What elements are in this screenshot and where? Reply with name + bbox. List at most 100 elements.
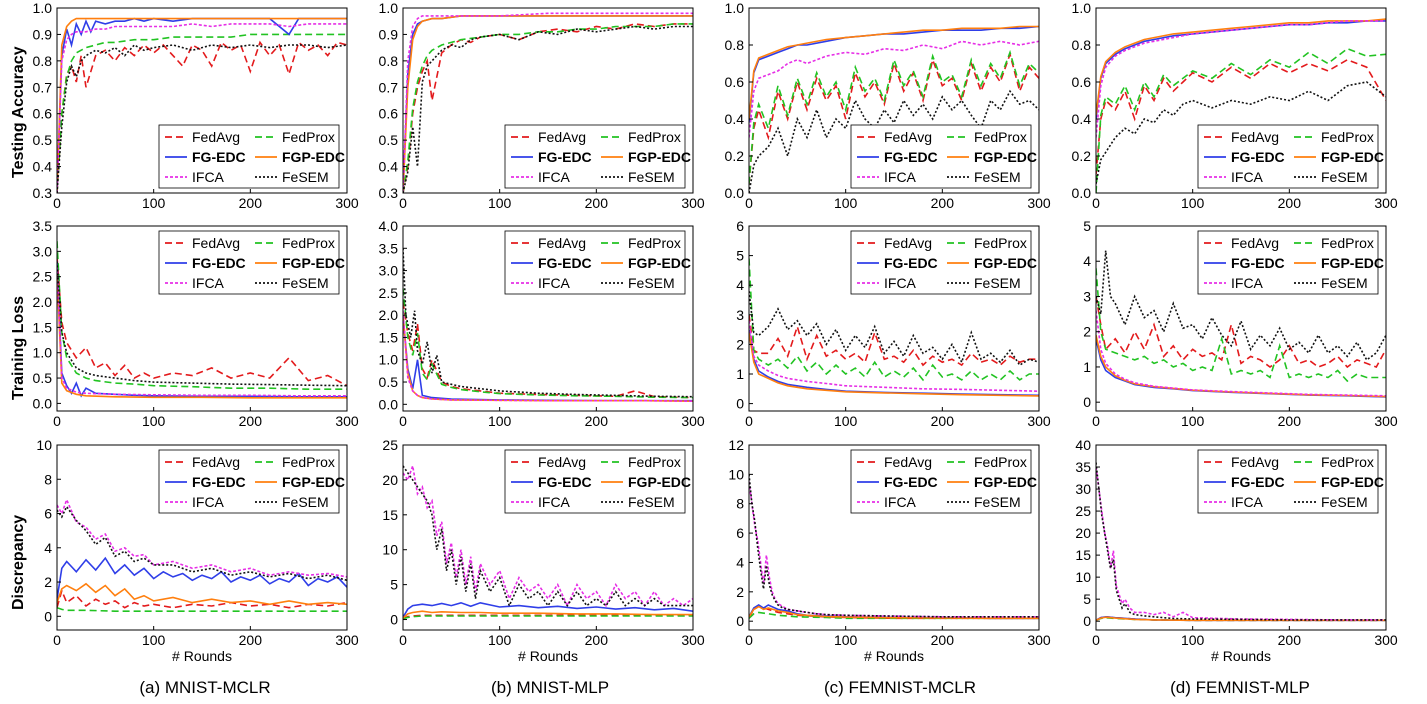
legend-item-fedavg: FedAvg bbox=[538, 129, 586, 145]
y-tick-label: 0.2 bbox=[1072, 148, 1092, 164]
series-fesem-line bbox=[749, 474, 1039, 618]
legend-item-fedprox: FedProx bbox=[974, 235, 1027, 251]
y-tick-label: 0.3 bbox=[33, 185, 53, 201]
plot-frame bbox=[748, 444, 1040, 631]
legend-item-ifca: IFCA bbox=[538, 494, 571, 510]
y-tick-label: 0.5 bbox=[33, 132, 53, 148]
x-tick-label: 100 bbox=[1181, 632, 1205, 648]
series-fg-edc-line bbox=[749, 25, 1039, 123]
legend-item-fesem: FeSEM bbox=[1321, 169, 1368, 185]
legend-item-fedavg: FedAvg bbox=[1231, 129, 1279, 145]
y-tick-label: 0 bbox=[1083, 394, 1091, 410]
series-fedprox-line bbox=[749, 258, 1039, 382]
y-tick-label: 40 bbox=[1075, 437, 1091, 453]
y-tick-label: 1.0 bbox=[33, 0, 53, 16]
series-fedprox-line bbox=[1096, 268, 1386, 383]
legend-box bbox=[504, 124, 686, 189]
legend-item-fesem: FeSEM bbox=[282, 494, 329, 510]
legend-item-fg-edc: FG-EDC bbox=[192, 149, 246, 165]
series-fesem-line bbox=[403, 25, 693, 193]
y-tick-label: 0 bbox=[44, 608, 52, 624]
x-tick-label: 300 bbox=[681, 632, 705, 648]
x-tick-label: 100 bbox=[488, 413, 512, 429]
series-fesem-line bbox=[1096, 81, 1386, 184]
legend-item-fesem: FeSEM bbox=[628, 169, 675, 185]
legend-item-fg-edc: FG-EDC bbox=[884, 149, 938, 165]
legend-item-fedprox: FedProx bbox=[1321, 454, 1374, 470]
y-tick-label: 2 bbox=[1083, 324, 1091, 340]
legend-item-fesem: FeSEM bbox=[282, 275, 329, 291]
y-tick-label: 3 bbox=[1083, 288, 1091, 304]
y-tick-label: 10 bbox=[382, 542, 398, 558]
y-tick-label: 0.2 bbox=[725, 148, 745, 164]
series-fedprox-line bbox=[403, 288, 693, 399]
legend-item-fesem: FeSEM bbox=[974, 494, 1021, 510]
chart-disc-mnist-mlp: 0 100 200 300 0 5 10 15 20 25 # Rounds FedAvg FedPro… bbox=[382, 437, 704, 664]
legend-box bbox=[158, 230, 340, 295]
series-ifca-line bbox=[403, 12, 693, 193]
legend-item-fgp-edc: FGP-EDC bbox=[974, 149, 1037, 165]
x-tick-label: 100 bbox=[834, 413, 858, 429]
series-fesem-line bbox=[403, 248, 693, 398]
series-ifca-line bbox=[403, 462, 693, 608]
legend-item-ifca: IFCA bbox=[192, 275, 225, 291]
y-tick-label: 2.0 bbox=[33, 294, 53, 310]
y-tick-label: 1 bbox=[1083, 359, 1091, 375]
y-tick-label: 25 bbox=[1075, 503, 1091, 519]
legend-item-fedprox: FedProx bbox=[628, 454, 681, 470]
x-axis-label: # Rounds bbox=[864, 648, 924, 664]
series-fedprox-line bbox=[57, 606, 347, 613]
chart-acc-mnist-mlp: 0 100 200 300 0.3 0.4 0.5 0.6 0.7 0.8 0.9 1.0 FedAvg… bbox=[379, 0, 705, 211]
y-tick-label: 0.5 bbox=[379, 132, 399, 148]
y-tick-label: 6 bbox=[736, 218, 744, 234]
x-tick-label: 100 bbox=[1181, 195, 1205, 211]
series-fgp-edc-line bbox=[57, 17, 347, 193]
series-fedavg-line bbox=[57, 256, 347, 387]
series-fg-edc-line bbox=[57, 17, 347, 193]
x-tick-label: 200 bbox=[931, 195, 955, 211]
legend-item-ifca: IFCA bbox=[884, 169, 917, 185]
x-tick-label: 200 bbox=[931, 413, 955, 429]
y-tick-label: 6 bbox=[44, 506, 52, 522]
x-tick-label: 200 bbox=[585, 632, 609, 648]
x-tick-label: 0 bbox=[53, 195, 61, 211]
x-tick-label: 100 bbox=[488, 632, 512, 648]
series-fesem-line bbox=[1096, 250, 1386, 362]
y-tick-label: 0.0 bbox=[33, 395, 53, 411]
legend-item-fgp-edc: FGP-EDC bbox=[974, 255, 1037, 271]
legend-item-fesem: FeSEM bbox=[628, 494, 675, 510]
chart-loss-mnist-mclr: 0 100 200 300 0.0 0.5 1.0 1.5 2.0 2.5 3.0 3.5 FedAvg… bbox=[33, 218, 359, 429]
y-tick-label: 20 bbox=[382, 472, 398, 488]
x-tick-label: 0 bbox=[745, 413, 753, 429]
chart-loss-femnist-mlp: 0 100 200 300 0 1 2 3 4 5 FedAvg FedProx FG-EDC FGP-E… bbox=[1083, 218, 1398, 429]
legend-item-fedprox: FedProx bbox=[282, 454, 335, 470]
y-tick-label: 0.8 bbox=[33, 53, 53, 69]
legend-item-ifca: IFCA bbox=[884, 494, 917, 510]
legend-item-fedavg: FedAvg bbox=[1231, 454, 1279, 470]
legend-item-fedprox: FedProx bbox=[628, 235, 681, 251]
legend-item-fg-edc: FG-EDC bbox=[538, 474, 592, 490]
x-tick-label: 0 bbox=[399, 195, 407, 211]
legend-box bbox=[850, 124, 1032, 189]
y-tick-label: 4 bbox=[736, 554, 744, 570]
legend-box bbox=[504, 230, 686, 295]
series-fg-edc-line bbox=[403, 315, 693, 402]
x-axis-label: # Rounds bbox=[1211, 648, 1271, 664]
y-tick-label: 0.0 bbox=[1072, 185, 1092, 201]
x-tick-label: 300 bbox=[1374, 632, 1398, 648]
series-fgp-edc-line bbox=[749, 605, 1039, 620]
y-tick-label: 2 bbox=[736, 336, 744, 352]
plot-frame bbox=[56, 444, 348, 631]
legend-item-fg-edc: FG-EDC bbox=[1231, 474, 1285, 490]
legend-item-fedprox: FedProx bbox=[974, 454, 1027, 470]
y-tick-label: 2 bbox=[736, 584, 744, 600]
y-tick-label: 3.0 bbox=[33, 243, 53, 259]
legend-item-fgp-edc: FGP-EDC bbox=[974, 474, 1037, 490]
y-tick-label: 6 bbox=[736, 525, 744, 541]
legend-item-ifca: IFCA bbox=[538, 275, 571, 291]
x-tick-label: 300 bbox=[335, 413, 359, 429]
legend-item-fedprox: FedProx bbox=[282, 129, 335, 145]
x-tick-label: 200 bbox=[239, 632, 263, 648]
legend-item-fedavg: FedAvg bbox=[1231, 235, 1279, 251]
